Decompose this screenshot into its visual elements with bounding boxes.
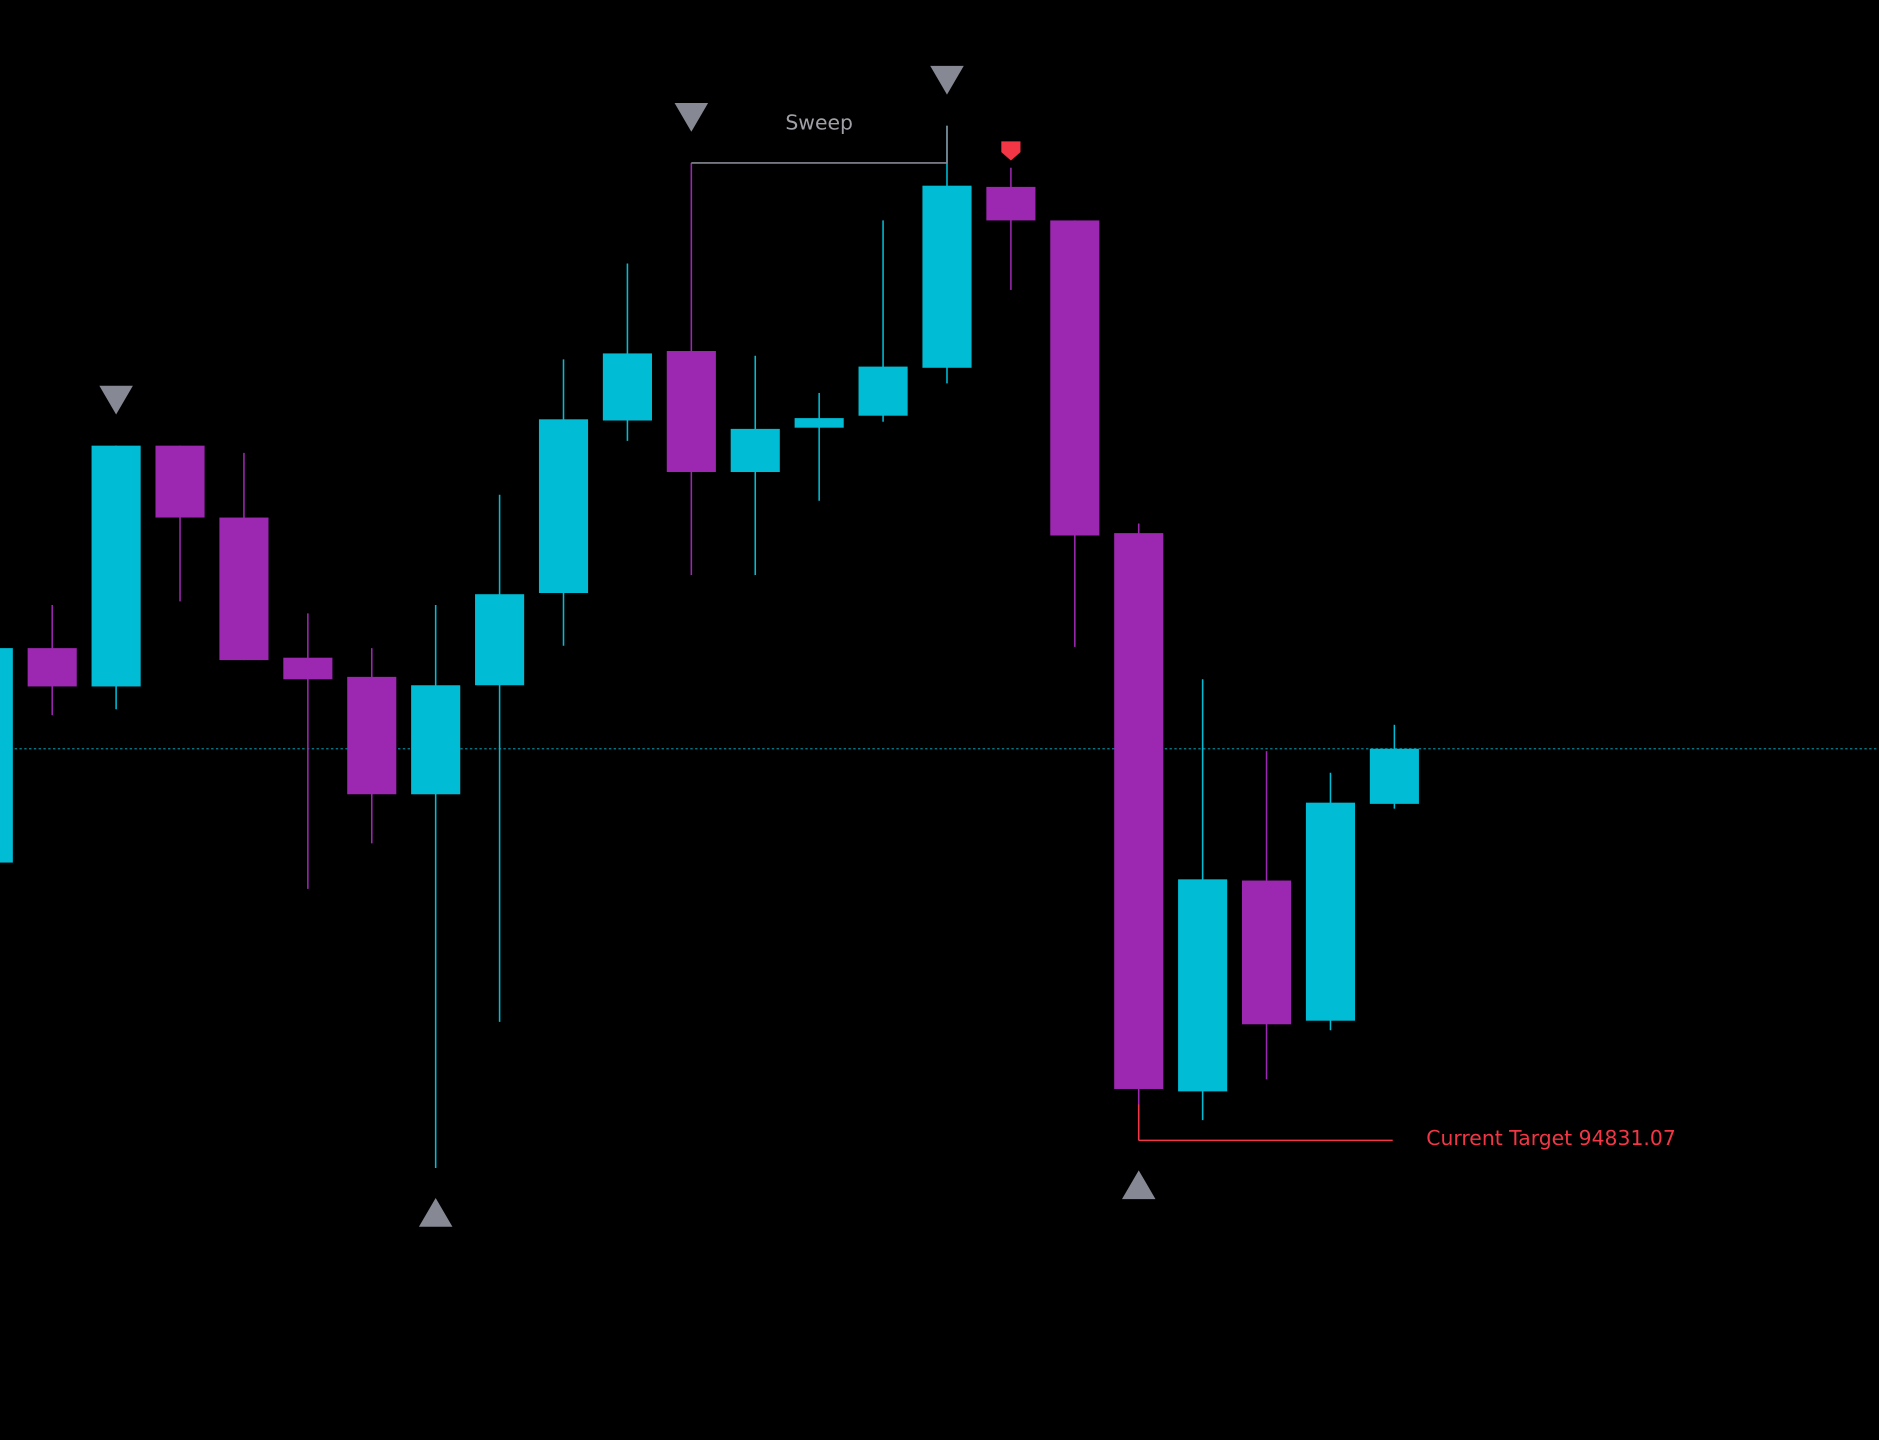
candle-body xyxy=(155,445,205,518)
swing-low-marker xyxy=(1121,1170,1156,1200)
candle-body xyxy=(922,185,972,368)
candle-body xyxy=(347,676,397,795)
candle-body xyxy=(986,186,1036,221)
candle-body xyxy=(1050,220,1100,536)
candle-body xyxy=(794,418,844,428)
candle-body xyxy=(1114,533,1164,1089)
candle-body xyxy=(1369,748,1419,804)
candle-body xyxy=(1241,880,1292,1025)
swing-high-marker xyxy=(99,385,133,415)
candle-body xyxy=(27,648,77,687)
candle-body xyxy=(0,648,13,863)
candle-body xyxy=(283,657,333,680)
candle-body xyxy=(602,353,652,421)
swing-high-marker xyxy=(930,65,964,95)
candle-body xyxy=(1178,879,1228,1092)
candle-body xyxy=(91,445,141,687)
candle-body xyxy=(1305,802,1356,1021)
swing-high-marker xyxy=(674,103,709,132)
sweep-label: Sweep xyxy=(785,110,853,134)
target-label: Current Target 94831.07 xyxy=(1426,1126,1676,1150)
candle-body xyxy=(730,428,780,473)
candle-body xyxy=(538,419,589,594)
candle-body xyxy=(858,366,908,416)
candle-body xyxy=(411,685,461,795)
sweep-line xyxy=(691,125,948,164)
signal-marker xyxy=(1001,141,1021,161)
candle-body xyxy=(219,517,269,661)
candle-body xyxy=(475,594,525,686)
candle-body xyxy=(666,351,716,473)
swing-low-marker xyxy=(418,1198,453,1227)
